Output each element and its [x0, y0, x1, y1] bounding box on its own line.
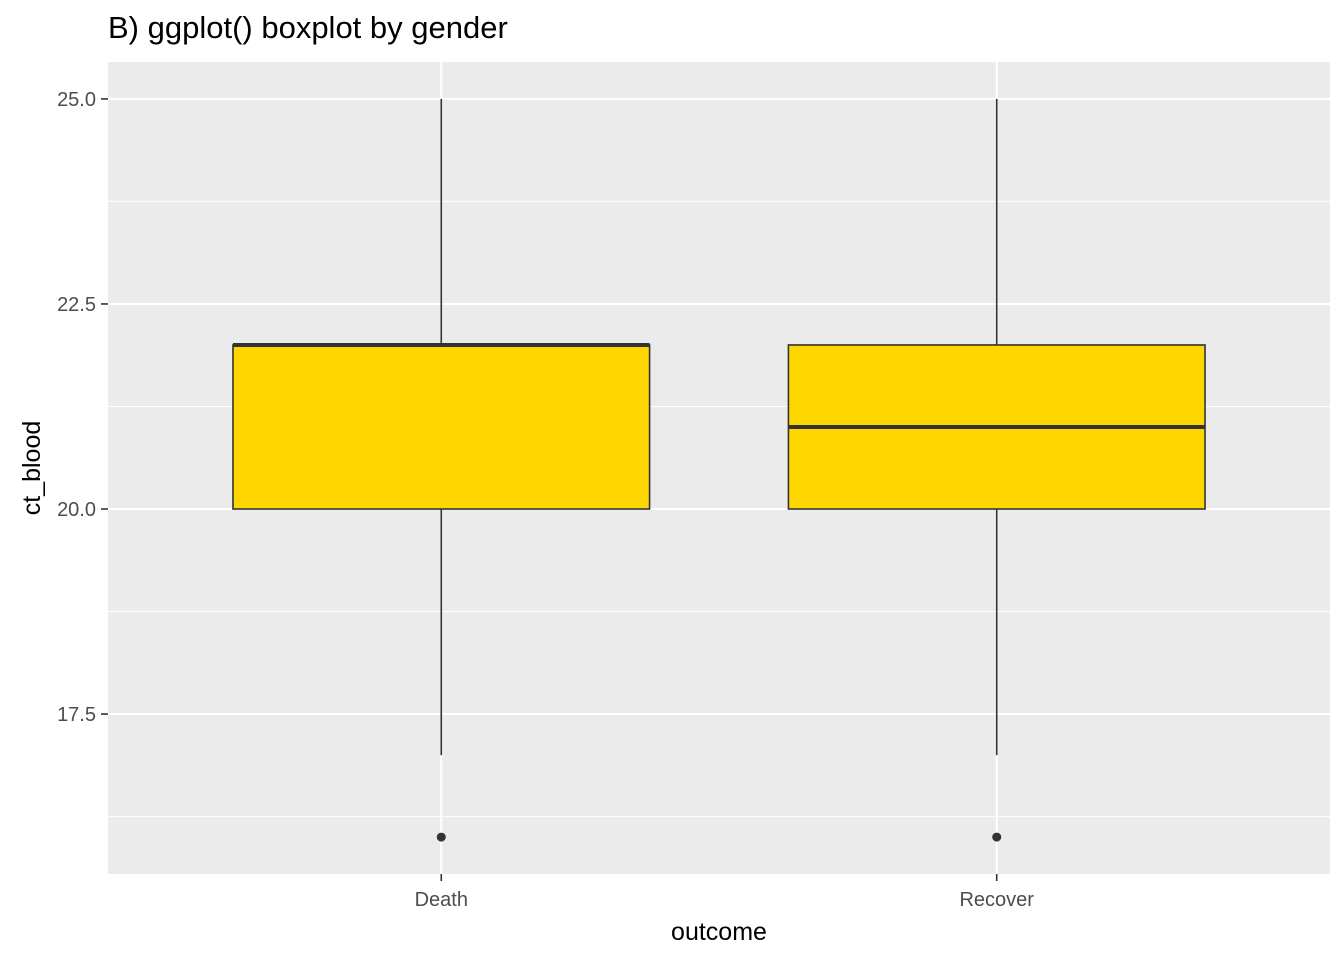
y-tick-label: 17.5 [57, 704, 96, 726]
x-tick-label: Recover [959, 889, 1034, 911]
y-tick-label: 20.0 [57, 499, 96, 521]
x-tick-label: Death [415, 889, 468, 911]
x-axis-title: outcome [671, 918, 767, 946]
outlier-point [992, 832, 1002, 842]
axis-ticks [101, 98, 998, 881]
y-tick-label: 22.5 [57, 294, 96, 316]
box-marks [232, 98, 1206, 842]
chart-title: B) ggplot() boxplot by gender [108, 10, 508, 45]
box-death [232, 344, 651, 510]
outlier-point [436, 832, 446, 842]
y-tick-label: 25.0 [57, 89, 96, 111]
axis-tick-labels: 17.5 20.0 22.5 25.0 Death Recover [57, 89, 1034, 911]
y-axis-title: ct_blood [18, 421, 46, 516]
